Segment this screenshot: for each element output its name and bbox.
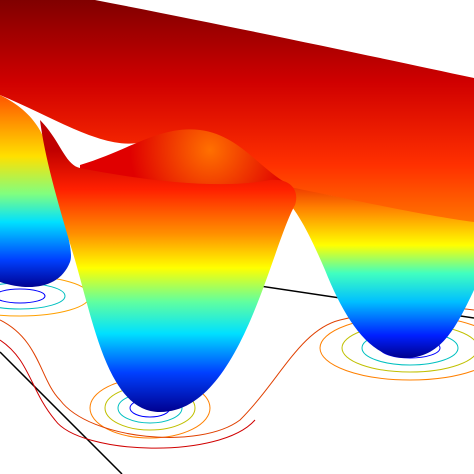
contour (0, 339, 256, 449)
surface-left-well (0, 95, 71, 288)
surface-back (0, 0, 474, 230)
surface-right-well (280, 185, 474, 358)
contour (0, 288, 46, 304)
surface-front-well (40, 120, 297, 412)
